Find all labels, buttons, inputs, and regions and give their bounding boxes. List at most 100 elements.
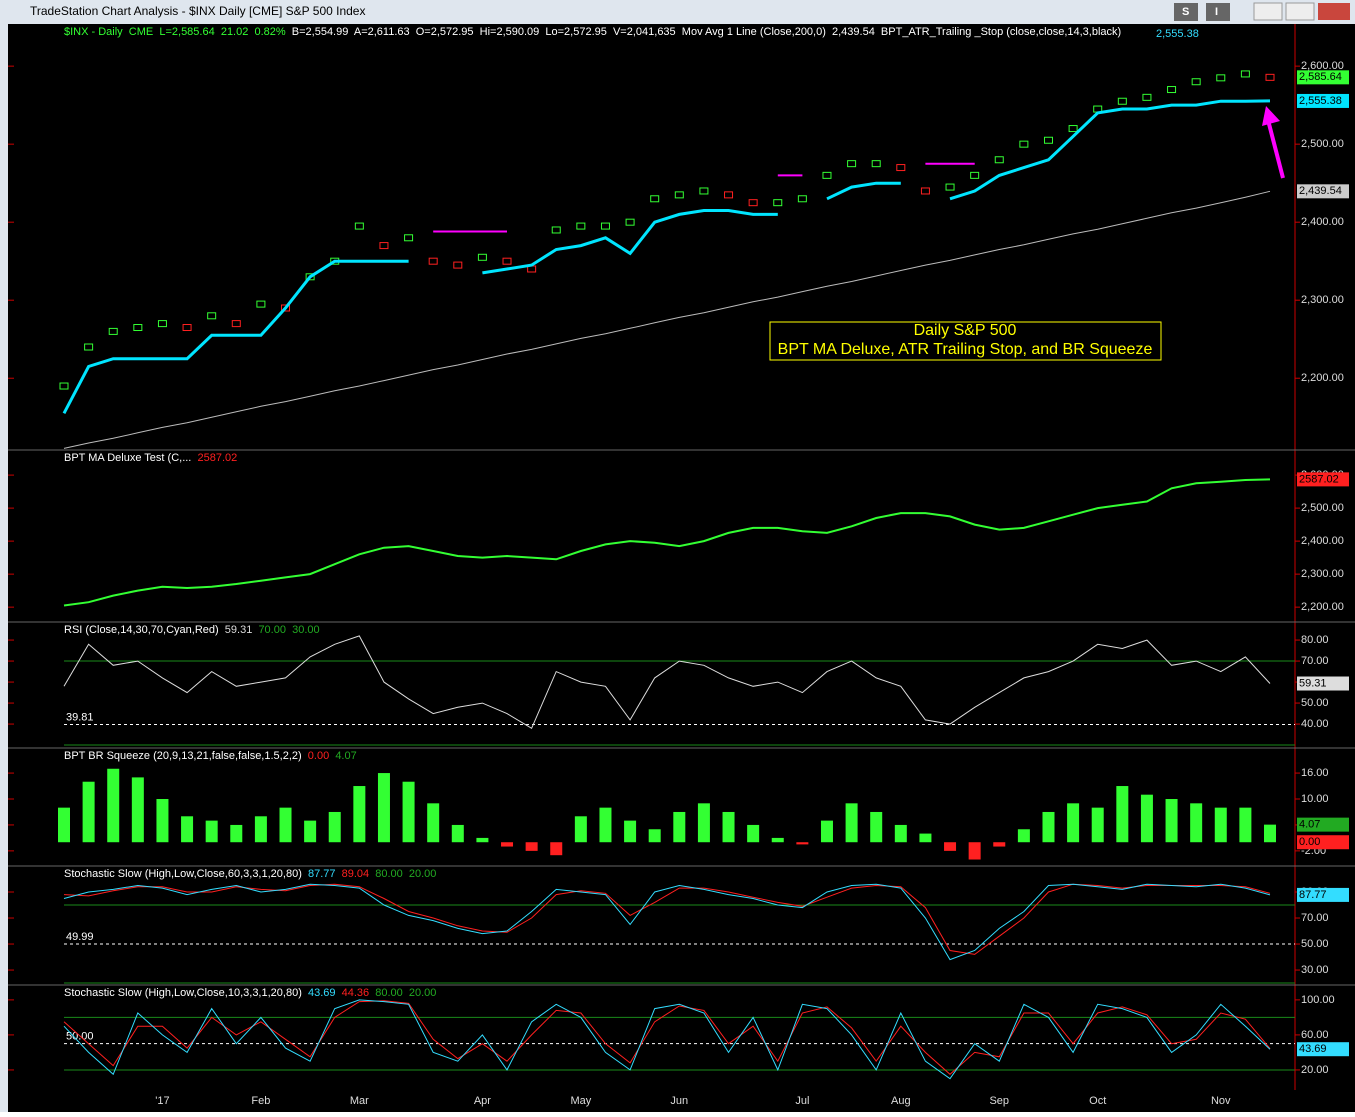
histogram-bar	[574, 816, 587, 843]
histogram-bar	[131, 777, 144, 843]
close-mark	[108, 327, 118, 335]
header-item: 80.00	[369, 987, 403, 999]
histogram-bar	[1042, 811, 1055, 843]
value-tag	[1297, 93, 1349, 108]
value-tag-label: 4.07	[1299, 819, 1320, 831]
close-mark	[576, 222, 586, 230]
x-tick-label: Jun	[670, 1095, 688, 1107]
header-item: 59.31	[219, 624, 253, 636]
y-tick-label: 2,600.00	[1301, 60, 1344, 72]
maximize-button[interactable]	[1285, 2, 1315, 21]
header-right: 2,555.38	[1156, 28, 1199, 40]
close-mark	[231, 320, 241, 328]
y-tick-label: 16.00	[1301, 767, 1329, 779]
histogram-bar	[771, 837, 784, 843]
histogram-bar	[156, 799, 169, 843]
pointer-arrow-head	[1262, 106, 1280, 126]
histogram-bar	[1140, 794, 1153, 843]
y-tick-label: 2,300.00	[1301, 568, 1344, 580]
i-button[interactable]	[1206, 3, 1230, 21]
header-item: 4.07	[329, 750, 357, 762]
histogram-bar	[1091, 807, 1104, 843]
histogram-bar	[377, 773, 390, 843]
close-mark	[207, 312, 217, 320]
minimize-button[interactable]	[1253, 2, 1283, 21]
value-tag-label: 87.77	[1299, 889, 1327, 901]
close-mark	[305, 273, 315, 281]
close-mark	[994, 156, 1004, 164]
header-item: 44.36	[336, 987, 370, 999]
close-mark	[453, 261, 463, 269]
close-mark	[1142, 93, 1152, 101]
s-button[interactable]	[1174, 3, 1198, 21]
y-tick-label: 100.00	[1301, 994, 1335, 1006]
histogram-bar	[58, 807, 70, 843]
y-tick-label: 80.00	[1301, 634, 1329, 646]
header-item: BPT MA Deluxe Test (C,...	[64, 452, 191, 464]
y-tick-label: 20.00	[1301, 1064, 1329, 1076]
histogram-bar	[328, 811, 341, 843]
close-mark	[502, 257, 512, 265]
pointer-arrow	[1266, 119, 1285, 179]
value-tag-label: 2,585.64	[1299, 71, 1342, 83]
histogram-bar	[1067, 803, 1080, 843]
histogram-bar	[894, 824, 907, 843]
header-item: B=2,554.99 A=2,611.63 O=2,572.95 Hi=2,59…	[286, 26, 676, 38]
header-item: 70.00	[252, 624, 286, 636]
close-mark	[1265, 73, 1275, 81]
y-tick-label: 2,500.00	[1301, 502, 1344, 514]
close-mark	[822, 171, 832, 179]
close-mark	[84, 343, 94, 351]
series-line	[63, 190, 1271, 449]
y-tick-label: 60.00	[1301, 1029, 1329, 1041]
histogram-bar	[525, 842, 538, 851]
histogram-bar	[968, 842, 981, 860]
close-mark	[847, 160, 857, 168]
histogram-bar	[1116, 786, 1129, 843]
header-item: BPT BR Squeeze (20,9,13,21,false,false,1…	[64, 750, 302, 762]
histogram-bar	[1165, 799, 1178, 843]
x-tick-label: '17	[155, 1095, 169, 1107]
histogram-bar	[1264, 824, 1276, 843]
close-mark	[379, 242, 389, 250]
close-mark	[1216, 74, 1226, 82]
header-item: 0.00	[302, 750, 330, 762]
series-line	[62, 99, 1271, 414]
histogram-bar	[820, 820, 833, 843]
x-tick-label: Oct	[1089, 1095, 1106, 1107]
header-item: 43.69	[302, 987, 336, 999]
value-tag	[1297, 835, 1349, 850]
histogram-bar	[254, 816, 267, 843]
close-mark	[1043, 136, 1053, 144]
close-mark	[674, 191, 684, 199]
panel-header: $INX - Daily CME L=2,585.64 21.02 0.82% …	[64, 26, 1121, 38]
close-mark	[281, 304, 291, 312]
x-tick-label: Apr	[474, 1095, 491, 1107]
x-tick-label: Sep	[989, 1095, 1009, 1107]
series-line	[63, 478, 1271, 607]
y-tick-label: 30.00	[1301, 964, 1329, 976]
header-item: Mov Avg 1 Line (Close,200,0) 2,439.54 BP…	[676, 26, 1122, 38]
x-tick-label: Nov	[1211, 1095, 1231, 1107]
close-mark	[970, 171, 980, 179]
histogram-bar	[919, 833, 932, 843]
close-button[interactable]	[1318, 3, 1350, 20]
close-mark	[354, 222, 364, 230]
histogram-bar	[476, 837, 489, 843]
close-mark	[1068, 125, 1078, 133]
histogram-bar	[599, 807, 612, 843]
close-mark	[1191, 78, 1201, 86]
histogram-bar	[181, 816, 194, 843]
close-mark	[256, 300, 266, 308]
histogram-bar	[1214, 807, 1227, 843]
value-tag-label: 43.69	[1299, 1043, 1327, 1055]
y-tick-label: 70.00	[1301, 912, 1329, 924]
y-tick-label: 2,500.00	[1301, 138, 1344, 150]
close-mark	[1167, 86, 1177, 94]
header-item: Stochastic Slow (High,Low,Close,60,3,3,1…	[64, 868, 302, 880]
value-tag	[1297, 676, 1349, 691]
histogram-bar	[870, 811, 883, 843]
close-mark	[724, 191, 734, 199]
